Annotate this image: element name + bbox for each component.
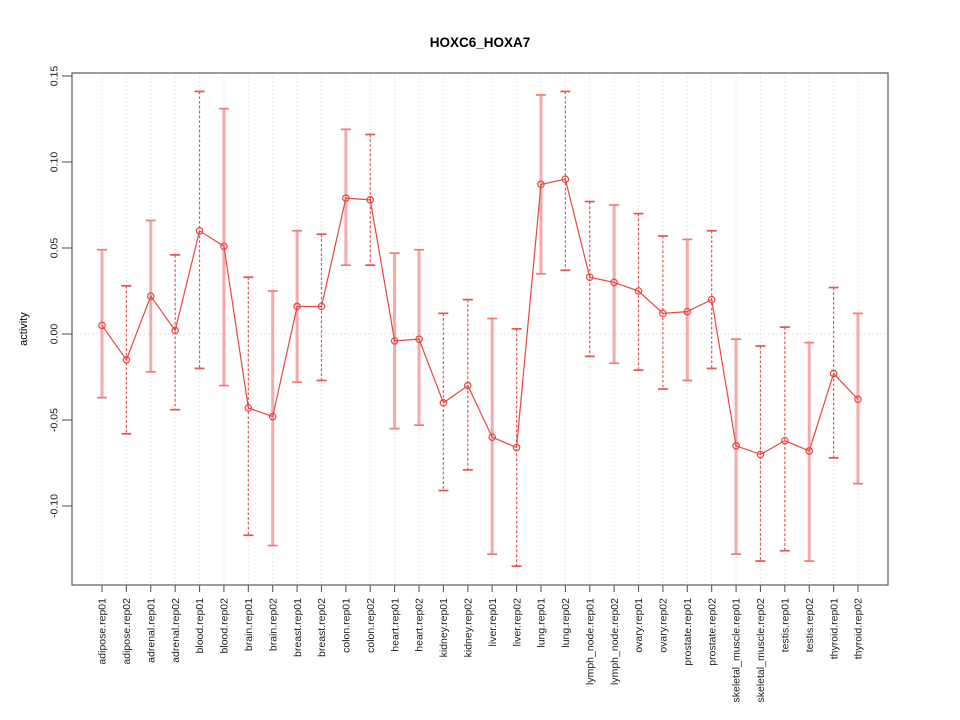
data-point bbox=[512, 443, 521, 452]
x-tick-label: liver.rep02 bbox=[511, 598, 523, 647]
x-tick-label: heart.rep02 bbox=[414, 598, 426, 652]
data-point bbox=[122, 355, 131, 364]
x-tick-label: brain.rep01 bbox=[243, 598, 255, 651]
x-tick-label: lymph_node.rep01 bbox=[584, 598, 596, 685]
x-tick-label: brain.rep02 bbox=[267, 598, 279, 651]
data-point bbox=[854, 395, 862, 404]
y-tick-label: 0.15 bbox=[49, 66, 61, 87]
series-line bbox=[101, 178, 859, 456]
data-point bbox=[390, 337, 399, 345]
x-tick-label: colon.rep01 bbox=[341, 598, 353, 653]
plot-border bbox=[71, 72, 889, 586]
x-tick-label: thyroid.rep01 bbox=[828, 598, 840, 659]
x-tick-label: colon.rep02 bbox=[365, 598, 377, 653]
x-tick-label: skeletal_muscle.rep02 bbox=[755, 598, 767, 703]
x-tick-label: breast.rep02 bbox=[316, 598, 328, 657]
x-tick-label: thyroid.rep02 bbox=[853, 598, 865, 659]
data-point bbox=[317, 302, 326, 311]
x-tick-label: lymph_node.rep02 bbox=[609, 598, 621, 685]
data-point bbox=[244, 404, 253, 412]
x-tick-label: prostate.rep01 bbox=[682, 598, 694, 666]
y-tick-label: 0.05 bbox=[49, 238, 61, 259]
data-point bbox=[366, 196, 375, 204]
x-tick-label: ovary.rep01 bbox=[633, 598, 645, 653]
y-tick-label: -0.10 bbox=[49, 494, 61, 518]
x-tick-label: blood.rep01 bbox=[194, 598, 206, 654]
x-tick-label: lung.rep01 bbox=[536, 598, 548, 648]
data-point bbox=[610, 278, 618, 287]
data-point bbox=[781, 436, 789, 445]
plot-area: -0.10 -0.05 0.00 0.05 0.10 0.15 adipose.rep01 a… bbox=[49, 66, 889, 703]
data-point bbox=[268, 412, 277, 421]
data-point bbox=[464, 381, 472, 390]
x-tick-label: adipose.rep01 bbox=[97, 598, 109, 665]
y-tick-label: 0.10 bbox=[49, 152, 61, 173]
data-point bbox=[683, 307, 692, 316]
data-point bbox=[220, 242, 228, 251]
data-point bbox=[561, 175, 570, 184]
x-tick-label: kidney.rep01 bbox=[438, 598, 450, 658]
data-point bbox=[171, 326, 179, 335]
data-point bbox=[659, 309, 667, 318]
data-point bbox=[585, 273, 594, 282]
data-point bbox=[829, 369, 838, 378]
data-point bbox=[146, 292, 155, 300]
y-tick-label: -0.05 bbox=[49, 408, 61, 432]
chart-title: HOXC6_HOXA7 bbox=[430, 35, 531, 50]
data-point bbox=[805, 447, 814, 455]
data-point bbox=[537, 180, 545, 189]
x-tick-label: breast.rep01 bbox=[292, 598, 304, 657]
data-point bbox=[732, 441, 740, 450]
x-tick-label: adrenal.rep02 bbox=[170, 598, 182, 663]
data-point bbox=[98, 321, 106, 330]
x-tick-label: blood.rep02 bbox=[219, 598, 231, 654]
y-axis-label: activity bbox=[18, 312, 30, 346]
x-tick-label: skeletal_muscle.rep01 bbox=[731, 598, 743, 703]
x-tick-label: testis.rep01 bbox=[780, 598, 792, 652]
x-tick-label: heart.rep01 bbox=[389, 598, 401, 652]
y-tick-label: 0.00 bbox=[49, 324, 61, 345]
x-tick-label: lung.rep02 bbox=[560, 598, 572, 648]
data-point bbox=[342, 194, 350, 202]
data-point bbox=[439, 398, 448, 407]
x-tick-label: adipose.rep02 bbox=[121, 598, 133, 665]
x-tick-label: kidney.rep02 bbox=[462, 598, 474, 658]
x-tick-label: testis.rep02 bbox=[804, 598, 816, 652]
data-point bbox=[756, 450, 765, 459]
x-tick-label: liver.rep01 bbox=[487, 598, 499, 647]
data-point bbox=[634, 287, 643, 295]
data-point bbox=[293, 302, 301, 311]
data-point bbox=[195, 227, 204, 235]
x-tick-label: adrenal.rep01 bbox=[145, 598, 157, 663]
data-point bbox=[415, 335, 423, 343]
data-point bbox=[707, 295, 716, 304]
x-tick-label: ovary.rep02 bbox=[658, 598, 670, 653]
x-tick-label: prostate.rep02 bbox=[706, 598, 718, 666]
data-point bbox=[488, 433, 496, 442]
